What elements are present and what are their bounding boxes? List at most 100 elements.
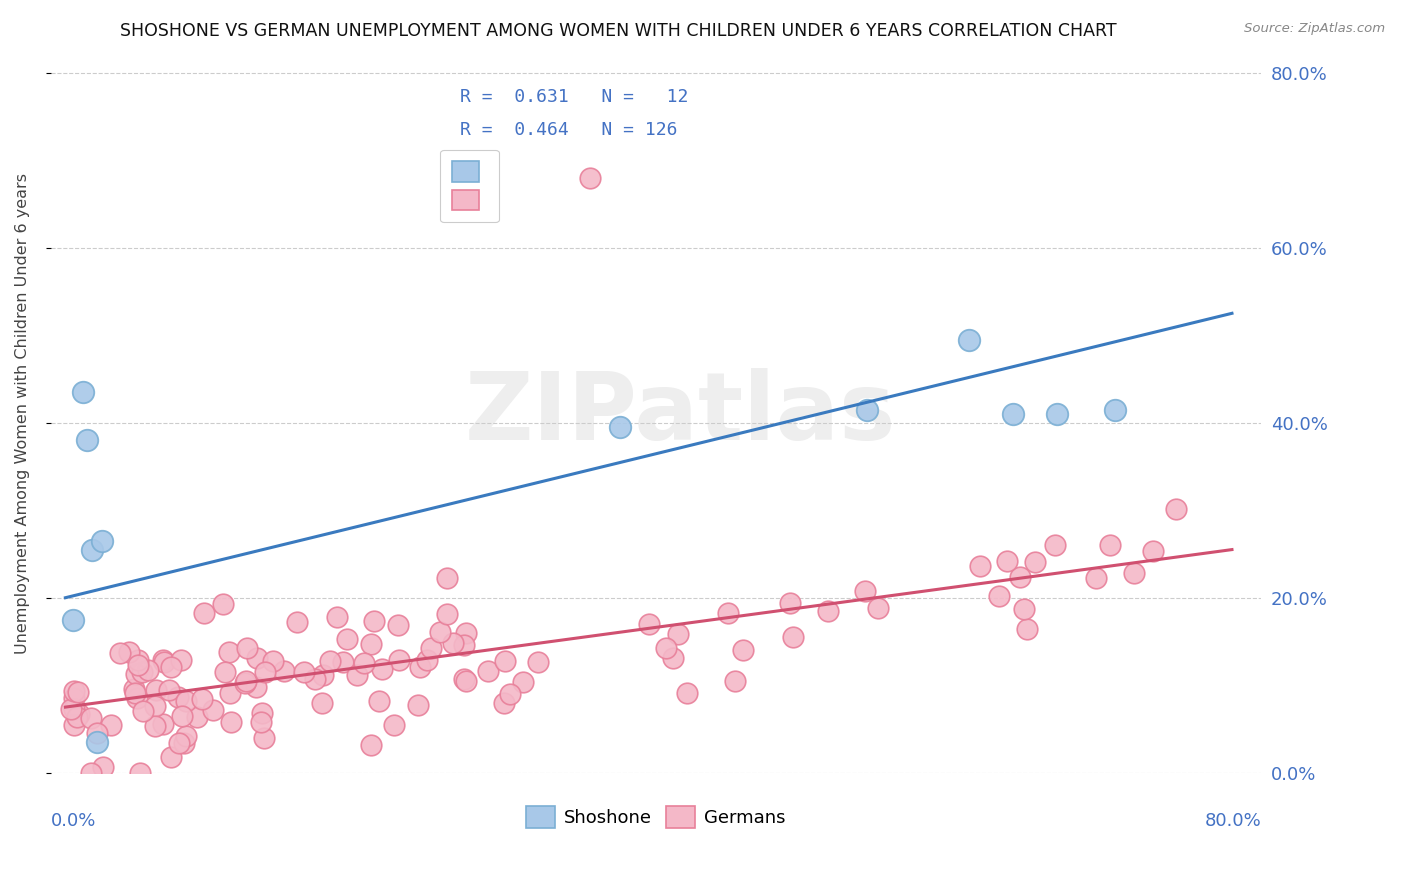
Point: [193, 607, 215, 621]
Text: 80.0%: 80.0%: [1205, 813, 1261, 830]
Point: [118, 645, 141, 659]
Point: [1010, 570, 1032, 584]
Point: [655, 641, 678, 656]
Point: [1046, 407, 1069, 421]
Point: [866, 600, 889, 615]
Point: [145, 698, 167, 713]
Point: [817, 604, 839, 618]
Point: [172, 709, 194, 723]
Point: [152, 655, 174, 669]
Point: [143, 719, 166, 733]
Point: [86, 726, 108, 740]
Point: [191, 691, 214, 706]
Point: [80, 765, 103, 780]
Point: [1122, 566, 1144, 581]
Point: [494, 654, 516, 668]
Text: R =  0.631   N =   12: R = 0.631 N = 12: [460, 87, 689, 106]
Point: [661, 651, 683, 665]
Point: [312, 668, 335, 682]
Point: [125, 667, 148, 681]
Point: [174, 730, 197, 744]
Point: [363, 614, 385, 628]
Point: [371, 662, 394, 676]
Point: [1012, 602, 1035, 616]
Point: [250, 706, 273, 720]
Point: [453, 672, 475, 686]
Point: [145, 683, 167, 698]
Point: [62, 718, 84, 732]
Point: [62, 613, 84, 627]
Point: [246, 651, 269, 665]
Point: [456, 673, 478, 688]
Point: [159, 660, 181, 674]
Point: [219, 686, 242, 700]
Point: [236, 641, 259, 656]
Point: [304, 672, 326, 686]
Point: [326, 610, 349, 624]
Point: [167, 736, 190, 750]
Point: [79, 711, 101, 725]
Point: [429, 625, 451, 640]
Point: [63, 684, 86, 698]
Point: [454, 626, 477, 640]
Point: [86, 735, 108, 749]
Point: [987, 589, 1010, 603]
Point: [173, 736, 195, 750]
Point: [666, 627, 689, 641]
Point: [353, 657, 375, 671]
Point: [273, 664, 295, 678]
Point: [201, 702, 224, 716]
Y-axis label: Unemployment Among Women with Children Under 6 years: Unemployment Among Women with Children U…: [15, 173, 30, 655]
Point: [856, 402, 879, 417]
Point: [512, 674, 534, 689]
Point: [959, 333, 981, 347]
Point: [436, 607, 458, 621]
Point: [579, 170, 602, 185]
Point: [346, 667, 368, 681]
Point: [1098, 538, 1121, 552]
Point: [90, 533, 112, 548]
Point: [72, 385, 94, 400]
Point: [100, 718, 122, 732]
Point: [367, 694, 389, 708]
Point: [1104, 402, 1126, 417]
Point: [336, 632, 359, 646]
Point: [250, 715, 273, 730]
Point: [127, 652, 149, 666]
Point: [63, 701, 86, 715]
Point: [66, 685, 89, 699]
Point: [477, 664, 499, 678]
Point: [360, 738, 382, 752]
Point: [360, 637, 382, 651]
Point: [125, 691, 148, 706]
Point: [453, 639, 475, 653]
Point: [152, 717, 174, 731]
Point: [853, 584, 876, 599]
Point: [62, 690, 84, 705]
Point: [186, 710, 208, 724]
Point: [782, 631, 804, 645]
Point: [262, 654, 284, 668]
Point: [1045, 538, 1067, 552]
Point: [498, 687, 520, 701]
Point: [419, 640, 441, 655]
Point: [995, 554, 1018, 568]
Point: [1142, 543, 1164, 558]
Point: [416, 653, 439, 667]
Point: [127, 657, 149, 672]
Point: [1085, 571, 1108, 585]
Point: [969, 559, 991, 574]
Text: SHOSHONE VS GERMAN UNEMPLOYMENT AMONG WOMEN WITH CHILDREN UNDER 6 YEARS CORRELAT: SHOSHONE VS GERMAN UNEMPLOYMENT AMONG WO…: [121, 22, 1116, 40]
Point: [253, 731, 276, 746]
Point: [108, 646, 131, 660]
Point: [76, 433, 98, 447]
Point: [292, 665, 315, 679]
Point: [66, 709, 89, 723]
Point: [387, 617, 409, 632]
Point: [388, 653, 411, 667]
Point: [91, 760, 114, 774]
Point: [124, 686, 146, 700]
Point: [436, 572, 458, 586]
Point: [527, 655, 550, 669]
Point: [676, 686, 699, 700]
